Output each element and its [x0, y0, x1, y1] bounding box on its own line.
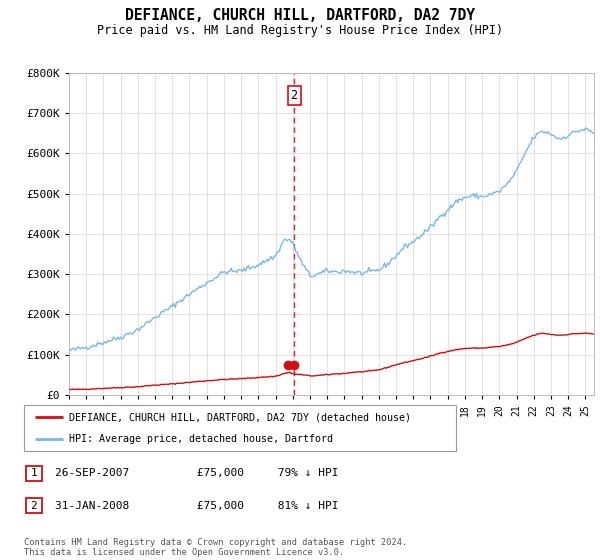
Bar — [26, 466, 41, 480]
Text: 1: 1 — [30, 468, 37, 478]
Text: HPI: Average price, detached house, Dartford: HPI: Average price, detached house, Dart… — [70, 435, 334, 444]
Text: 26-SEP-2007          £75,000     79% ↓ HPI: 26-SEP-2007 £75,000 79% ↓ HPI — [55, 468, 338, 478]
Text: DEFIANCE, CHURCH HILL, DARTFORD, DA2 7DY (detached house): DEFIANCE, CHURCH HILL, DARTFORD, DA2 7DY… — [70, 412, 412, 422]
Text: 31-JAN-2008          £75,000     81% ↓ HPI: 31-JAN-2008 £75,000 81% ↓ HPI — [55, 501, 338, 511]
Text: Contains HM Land Registry data © Crown copyright and database right 2024.
This d: Contains HM Land Registry data © Crown c… — [24, 538, 407, 557]
Text: DEFIANCE, CHURCH HILL, DARTFORD, DA2 7DY: DEFIANCE, CHURCH HILL, DARTFORD, DA2 7DY — [125, 8, 475, 24]
Bar — [26, 498, 41, 513]
Text: Price paid vs. HM Land Registry's House Price Index (HPI): Price paid vs. HM Land Registry's House … — [97, 24, 503, 36]
Text: 2: 2 — [290, 89, 298, 102]
Text: 2: 2 — [30, 501, 37, 511]
